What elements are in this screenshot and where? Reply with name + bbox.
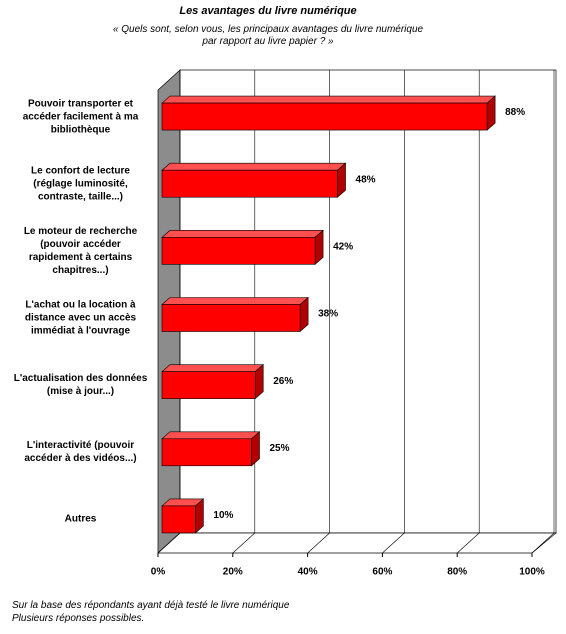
floor-grid-line [157,532,181,554]
floor [157,532,557,554]
x-tick-label: 80% [447,567,467,578]
bar-front [161,237,316,265]
bar [161,296,309,333]
bar-top [161,297,309,305]
x-tick-label: 100% [519,567,545,578]
floor-grid-line [382,532,405,554]
value-label: 48% [356,174,376,185]
category-label: L'achat ou la location à distance avec u… [24,299,137,337]
bar-top [161,431,261,440]
category-label: Le moteur de recherche (pouvoir accéder … [23,225,138,276]
bar-front [161,102,488,131]
bar-front [161,371,256,399]
chart-title: Les avantages du livre numérique [179,5,357,17]
bar-front [161,438,252,467]
bar [161,431,261,467]
value-label: 10% [213,510,233,521]
x-tick-label: 60% [372,567,392,578]
bar-top [161,162,347,171]
bar [161,363,265,400]
value-label: 42% [333,241,353,252]
category-label: L'interactivité (pouvoir accéder à des v… [24,440,137,465]
category-label: Pouvoir transporter et accéder facilemen… [22,98,139,136]
bar-front [161,169,338,198]
x-tick-label: 20% [223,567,243,578]
category-label: L'actualisation des données (mise à jour… [13,373,148,398]
value-label: 38% [318,309,338,320]
bar-top [161,95,496,104]
bar [161,229,324,266]
floor-grid-line [531,532,555,554]
value-label: 26% [273,376,293,387]
bar [161,498,205,534]
bar-top [161,364,265,372]
x-tick-label: 0% [151,567,166,578]
bar-front [161,304,301,332]
floor-grid-line [307,532,330,554]
bar-front [161,505,196,534]
floor-grid-line [232,532,256,554]
category-label: Autres [64,513,97,525]
category-label: Le confort de lecture (réglage luminosit… [31,165,130,203]
bar [161,162,347,198]
x-tick-label: 40% [298,567,318,578]
value-label: 25% [270,443,290,454]
bar [161,95,496,131]
bar-top [161,230,324,238]
chart-subtitle: « Quels sont, selon vous, les principaux… [112,24,424,47]
footnote: Sur la base des répondants ayant déjà te… [12,600,290,624]
value-label: 88% [505,107,525,118]
floor-grid-line [456,532,480,554]
